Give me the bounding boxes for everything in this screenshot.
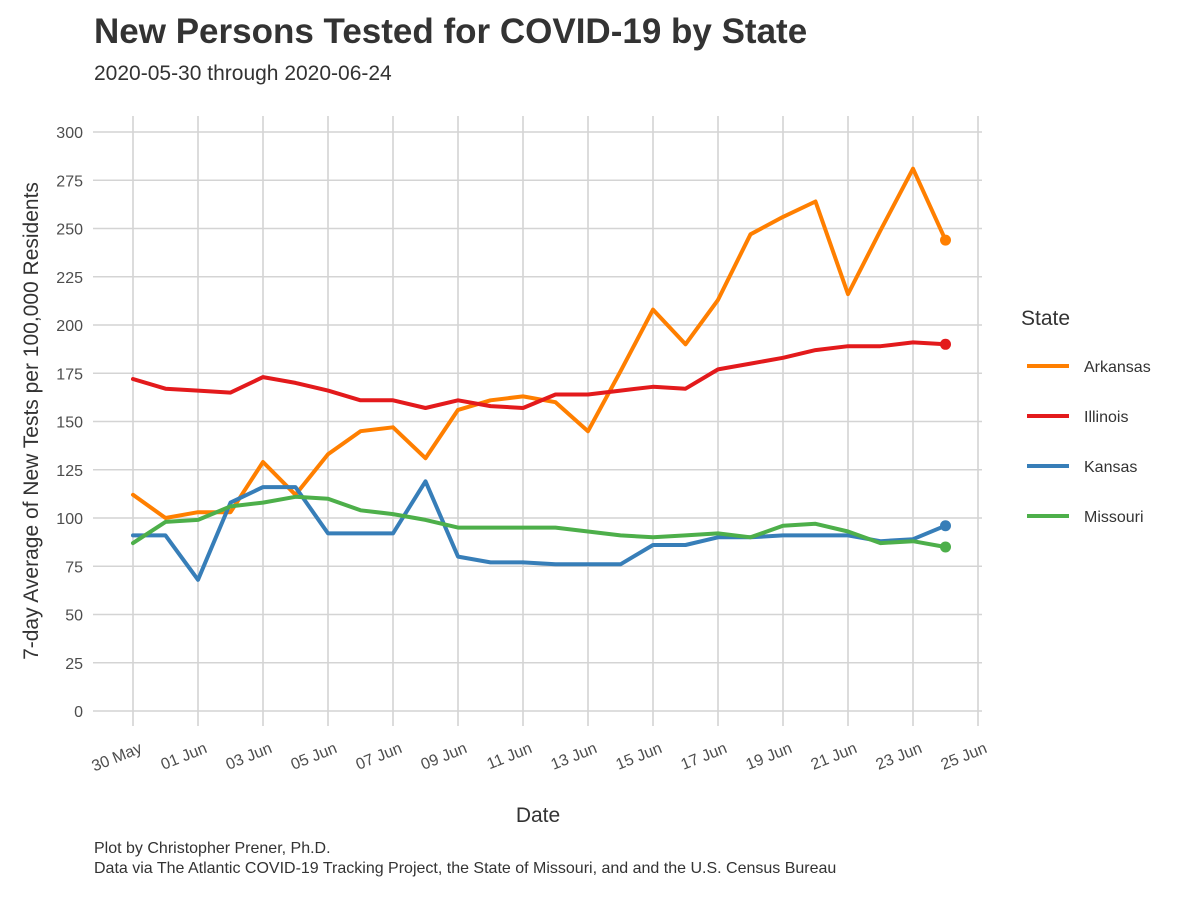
y-tick-label: 175: [56, 366, 83, 383]
legend: State Arkansas Illinois Kansas Missouri: [1021, 307, 1151, 526]
y-tick-label: 275: [56, 173, 83, 190]
caption-source: Data via The Atlantic COVID-19 Tracking …: [94, 860, 837, 877]
series-endpoint-missouri: [940, 541, 951, 553]
x-tick-label: 17 Jun: [679, 740, 730, 774]
y-axis-ticks: 0 25 50 75 100 125 150 175 200 225 250 275 300: [56, 125, 83, 721]
legend-label-kansas: Kansas: [1084, 459, 1137, 476]
chart-title: New Persons Tested for COVID-19 by State: [94, 12, 808, 51]
x-axis-title: Date: [516, 804, 560, 827]
x-tick-label: 25 Jun: [939, 740, 990, 774]
series-line-kansas: [131, 479, 948, 582]
legend-label-illinois: Illinois: [1084, 409, 1128, 426]
y-tick-label: 250: [56, 222, 83, 239]
y-tick-label: 50: [65, 608, 83, 625]
x-tick-label: 11 Jun: [485, 740, 535, 773]
y-tick-label: 0: [74, 704, 83, 721]
y-tick-label: 225: [56, 270, 83, 287]
grid-lines: [93, 116, 982, 726]
legend-label-missouri: Missouri: [1084, 509, 1144, 526]
x-tick-label: 07 Jun: [354, 740, 405, 774]
caption-author: Plot by Christopher Prener, Ph.D.: [94, 840, 331, 857]
series-endpoint-arkansas: [940, 234, 951, 246]
x-tick-label: 19 Jun: [744, 740, 795, 774]
x-tick-label: 30 May: [89, 740, 144, 775]
y-tick-label: 125: [56, 463, 83, 480]
y-tick-label: 25: [65, 656, 83, 673]
y-tick-label: 300: [56, 125, 83, 142]
series-line-arkansas: [131, 166, 948, 520]
x-tick-label: 13 Jun: [549, 740, 600, 774]
chart-subtitle: 2020-05-30 through 2020-06-24: [94, 62, 392, 85]
y-tick-label: 75: [65, 559, 83, 576]
x-tick-label: 21 Jun: [809, 740, 860, 774]
x-tick-label: 01 Jun: [159, 740, 210, 774]
legend-label-arkansas: Arkansas: [1084, 359, 1151, 376]
y-tick-label: 150: [56, 415, 83, 432]
x-tick-label: 23 Jun: [874, 740, 925, 774]
x-tick-label: 05 Jun: [289, 740, 340, 774]
x-axis-ticks: 30 May 01 Jun 03 Jun 05 Jun 07 Jun 09 Jun 11 J…: [89, 740, 989, 775]
x-tick-label: 03 Jun: [224, 740, 275, 774]
series-line-illinois: [131, 340, 948, 410]
line-chart: 0 25 50 75 100 125 150 175 200 225 250 275 300 30 Ma…: [20, 116, 1151, 827]
series-endpoint-illinois: [940, 338, 951, 350]
series-endpoint-kansas: [940, 520, 951, 532]
x-tick-label: 15 Jun: [614, 740, 665, 774]
y-tick-label: 200: [56, 318, 83, 335]
caption: Plot by Christopher Prener, Ph.D. Data v…: [94, 839, 836, 879]
legend-title: State: [1021, 307, 1070, 330]
series-lines: [131, 166, 951, 582]
y-tick-label: 100: [56, 511, 83, 528]
series-line-missouri: [131, 494, 948, 549]
y-axis-title: 7-day Average of New Tests per 100,000 R…: [20, 182, 43, 660]
x-tick-label: 09 Jun: [419, 740, 470, 774]
